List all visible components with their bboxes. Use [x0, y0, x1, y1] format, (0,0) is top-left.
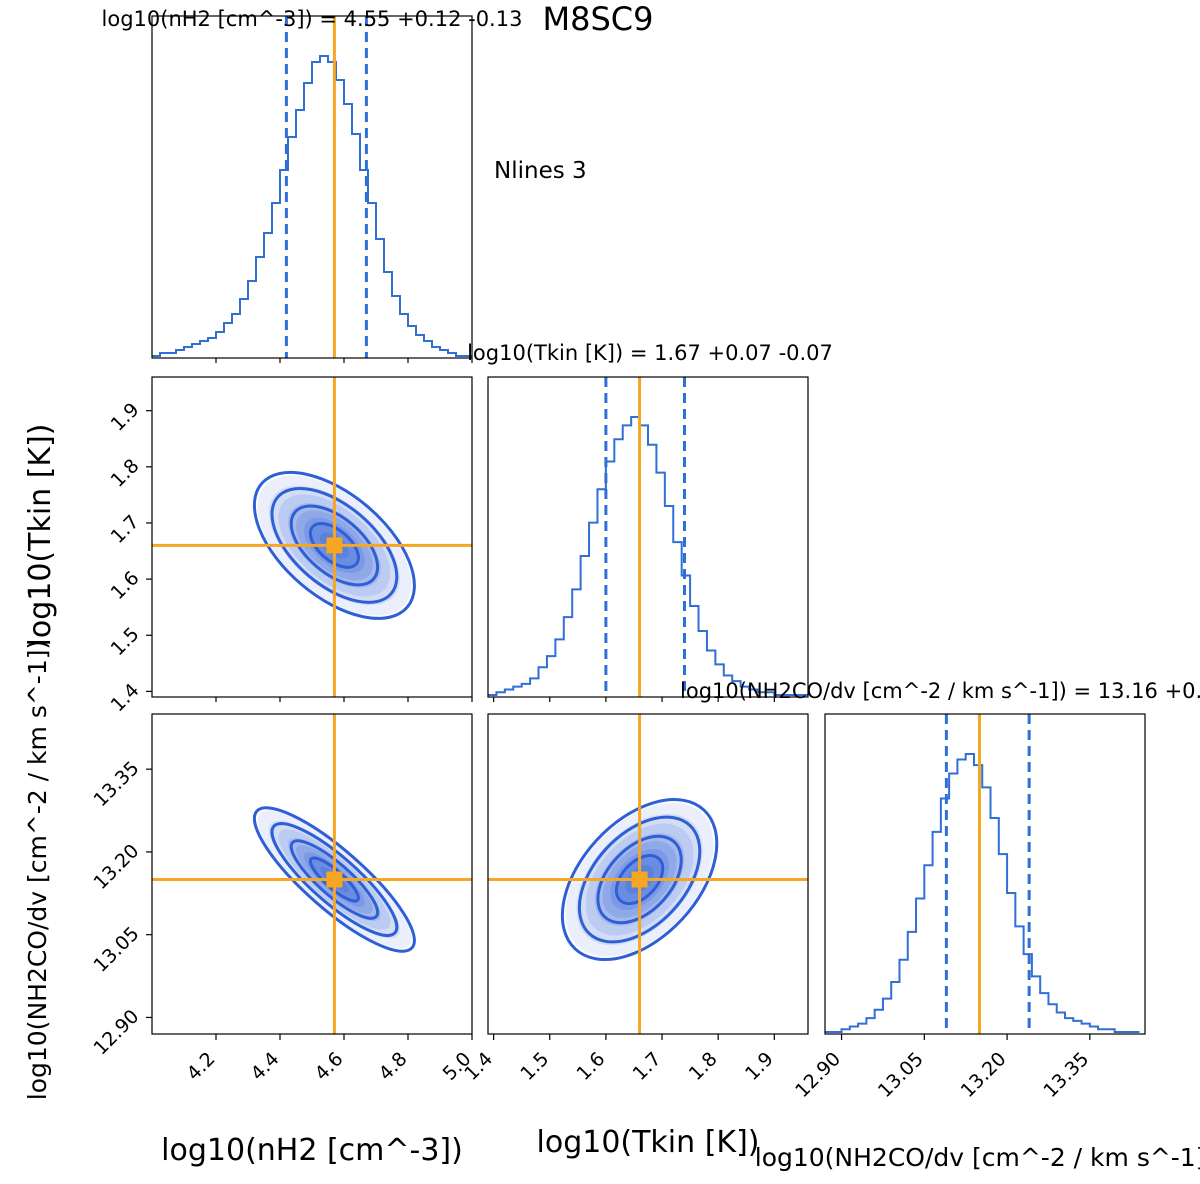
ytick-label-N: 13.20: [90, 840, 144, 894]
title-N: log10(NH2CO/dv [cm^-2 / km s^-1]) = 13.1…: [680, 679, 1200, 703]
xtick-label-t: 1.9: [741, 1048, 778, 1085]
contour-level: [252, 470, 416, 620]
contour-level: [308, 522, 360, 569]
title-n: log10(nH2 [cm^-3]) = 4.55 +0.12 -0.13: [102, 7, 523, 31]
ytick-label-N: 12.90: [90, 1005, 144, 1059]
panel-frames-layer: [151, 15, 1146, 1035]
contours-n-N: [252, 806, 416, 953]
contours-n-t: [252, 470, 416, 620]
panel-frame-t-N: [487, 713, 809, 1035]
contour-level: [270, 486, 399, 604]
ytick-label-t: 1.6: [107, 567, 144, 604]
xtick-label-N: 13.35: [1039, 1048, 1093, 1102]
xtick-label-n: 4.2: [183, 1048, 220, 1085]
ylabel-N: log10(NH2CO/dv [cm^-2 / km s^-1]): [23, 640, 52, 1100]
figure-title: M8SC9: [543, 0, 654, 38]
xtick-label-t: 1.6: [573, 1048, 610, 1085]
ytick-label-t: 1.8: [107, 455, 144, 492]
panel-frame-N-N: [824, 713, 1146, 1035]
title-t: log10(Tkin [K]) = 1.67 +0.07 -0.07: [467, 341, 833, 365]
xtick-label-n: 4.8: [375, 1048, 412, 1085]
xlabel-t: log10(Tkin [K]): [537, 1125, 760, 1160]
xtick-label-t: 1.8: [685, 1048, 722, 1085]
ytick-label-t: 1.5: [107, 623, 144, 660]
histogram-N: [825, 753, 1140, 1033]
xtick-label-N: 13.05: [874, 1048, 928, 1102]
xtick-label-n: 4.6: [311, 1048, 348, 1085]
panel-frame-t-t: [487, 376, 809, 698]
nlines-annotation: Nlines 3: [494, 158, 587, 184]
xtick-label-t: 1.5: [516, 1048, 553, 1085]
ytick-label-t: 1.9: [107, 399, 144, 436]
contour-level: [596, 834, 683, 925]
xlabel-n: log10(nH2 [cm^-3]): [161, 1133, 463, 1168]
contour-level: [289, 839, 380, 920]
ytick-label-N: 13.35: [90, 757, 144, 811]
xtick-label-N: 13.20: [957, 1048, 1011, 1102]
ticks-layer: 4.2 4.4 4.6 4.8 5.01.4 1.5 1.6 1.7 1.8 1.9 12.90 13…: [90, 358, 1093, 1102]
histogram-n: [152, 55, 472, 357]
contour-level: [270, 822, 399, 937]
panel-frame-n-n: [151, 15, 473, 359]
contour-level: [252, 806, 416, 953]
xtick-label-t: 1.7: [629, 1048, 666, 1085]
ytick-label-t: 1.7: [107, 511, 144, 548]
panel-frame-n-N: [151, 713, 473, 1035]
ylabel-t: log10(Tkin [K]): [23, 424, 58, 647]
xtick-label-N: 12.90: [791, 1048, 845, 1102]
ytick-label-N: 13.05: [90, 923, 144, 977]
xlabel-N: log10(NH2CO/dv [cm^-2 / km s^-1]): [755, 1143, 1200, 1172]
contour-level: [289, 504, 380, 587]
truth-marker-t-N: [631, 871, 648, 888]
ytick-label-t: 1.4: [107, 679, 144, 716]
truth-marker-n-t: [326, 537, 343, 554]
contour-level: [560, 798, 719, 962]
truth-marker-n-N: [326, 871, 343, 888]
panel-frame-n-t: [151, 376, 473, 698]
xtick-label-t: 1.4: [460, 1048, 497, 1085]
contour-layer: [252, 470, 719, 962]
histogram-t: [488, 416, 808, 696]
marker-lines-layer: [152, 16, 1031, 1034]
xtick-label-n: 4.4: [247, 1048, 284, 1085]
contour-level: [614, 854, 665, 906]
